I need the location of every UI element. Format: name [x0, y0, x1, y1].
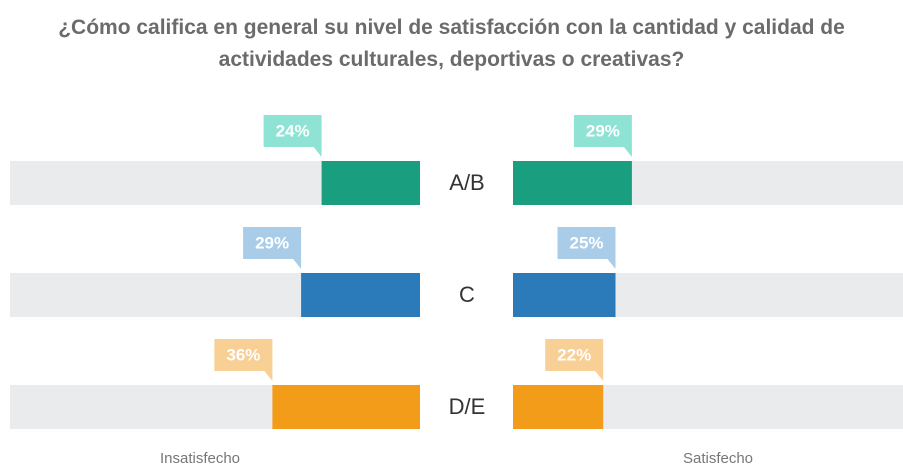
- value-label-box: [263, 115, 322, 147]
- value-label-pointer: [623, 147, 632, 157]
- value-label-box: [557, 227, 616, 259]
- value-label-box: [573, 115, 632, 147]
- value-label: 36%: [226, 345, 260, 364]
- category-label: C: [459, 282, 475, 307]
- value-label: 29%: [586, 121, 620, 140]
- value-label: 29%: [255, 233, 289, 252]
- bar: [301, 273, 420, 317]
- bar: [513, 273, 616, 317]
- legend-label: Insatisfecho: [160, 450, 240, 467]
- value-label-box: [214, 339, 273, 371]
- bar: [513, 385, 604, 429]
- value-label-pointer: [313, 147, 322, 157]
- value-label-pointer: [595, 371, 604, 381]
- legend-label: Satisfecho: [683, 450, 753, 467]
- value-label: 22%: [557, 345, 591, 364]
- value-label-pointer: [264, 371, 273, 381]
- category-label: A/B: [449, 170, 484, 195]
- value-label: 25%: [569, 233, 603, 252]
- value-label-pointer: [607, 259, 616, 269]
- category-label: D/E: [449, 394, 486, 419]
- value-label: 24%: [276, 121, 310, 140]
- bar: [272, 385, 420, 429]
- value-label-box: [243, 227, 302, 259]
- value-label-box: [545, 339, 604, 371]
- value-label-pointer: [293, 259, 302, 269]
- bar: [513, 161, 632, 205]
- bar: [321, 161, 420, 205]
- chart-title: ¿Cómo califica en general su nivel de sa…: [58, 16, 845, 71]
